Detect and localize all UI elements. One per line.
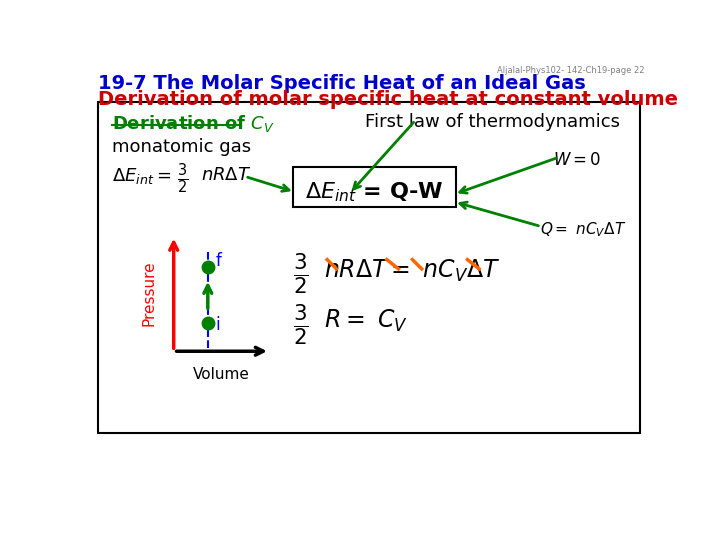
Text: $\frac{3}{2}$: $\frac{3}{2}$: [293, 251, 309, 296]
Text: $nR\Delta T=\ nC_V\Delta T$: $nR\Delta T=\ nC_V\Delta T$: [324, 257, 500, 284]
Text: monatomic gas: monatomic gas: [112, 138, 251, 156]
Text: First law of thermodynamics: First law of thermodynamics: [365, 112, 620, 131]
Bar: [98, 102, 640, 433]
Text: 19-7 The Molar Specific Heat of an Ideal Gas: 19-7 The Molar Specific Heat of an Ideal…: [98, 74, 585, 93]
Text: $W=0$: $W=0$: [554, 151, 602, 169]
Text: $\Delta E_{int}$ = Q-W: $\Delta E_{int}$ = Q-W: [305, 180, 444, 204]
Text: $\Delta E_{int}=$: $\Delta E_{int}=$: [112, 166, 171, 186]
Text: $nR\Delta T$: $nR\Delta T$: [201, 166, 251, 185]
Text: Derivation of molar specific heat at constant volume: Derivation of molar specific heat at con…: [98, 90, 678, 109]
Text: $\frac{3}{2}$: $\frac{3}{2}$: [293, 302, 309, 348]
Text: Pressure: Pressure: [141, 261, 156, 326]
Text: Aljalal-Phys102- 142-Ch19-page 22: Aljalal-Phys102- 142-Ch19-page 22: [497, 66, 644, 76]
Text: Derivation of $C_V$: Derivation of $C_V$: [112, 112, 274, 133]
Bar: [293, 167, 456, 207]
Text: i: i: [215, 316, 220, 334]
Text: Volume: Volume: [193, 367, 250, 382]
Text: f: f: [215, 252, 222, 270]
Text: $R=\ C_V$: $R=\ C_V$: [324, 308, 408, 334]
Text: $Q=\ nC_V\Delta T$: $Q=\ nC_V\Delta T$: [539, 220, 626, 239]
Text: $\frac{3}{2}$: $\frac{3}{2}$: [177, 161, 188, 195]
